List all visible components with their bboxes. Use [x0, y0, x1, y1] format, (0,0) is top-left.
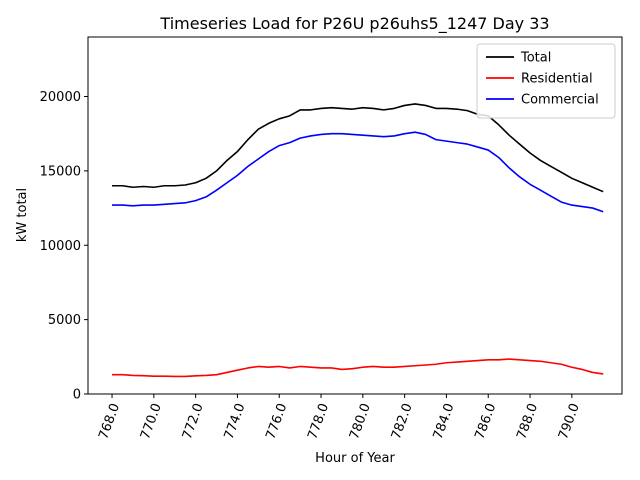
x-tick-label: 782.0 — [389, 401, 416, 441]
series-line-commercial — [112, 131, 604, 213]
y-axis-label: kW total — [15, 188, 30, 242]
x-tick-label: 790.0 — [556, 401, 583, 441]
y-tick-label: 15000 — [40, 164, 81, 179]
y-tick-label: 20000 — [40, 90, 81, 105]
x-tick-label: 774.0 — [222, 401, 249, 441]
legend-label-residential: Residential — [521, 72, 593, 87]
x-tick-label: 780.0 — [347, 401, 374, 441]
x-tick-label: 772.0 — [180, 401, 207, 441]
y-tick-label: 10000 — [40, 239, 81, 254]
series-line-residential — [112, 358, 604, 378]
legend: Total Residential Commercial — [476, 43, 616, 119]
plot-area — [87, 36, 623, 395]
x-tick-label: 786.0 — [472, 401, 499, 441]
y-axis: 0 5000 10000 15000 20000 — [40, 90, 88, 403]
x-tick-label: 784.0 — [431, 401, 458, 441]
x-tick-label: 788.0 — [514, 401, 541, 441]
x-tick-label: 770.0 — [138, 401, 165, 441]
legend-label-total: Total — [520, 51, 551, 66]
x-axis: 768.0 770.0 772.0 774.0 776.0 778.0 780.0 782.0… — [96, 394, 583, 442]
x-tick-label: 776.0 — [263, 401, 290, 441]
x-tick-label: 768.0 — [96, 401, 123, 441]
series-line-total — [112, 103, 604, 193]
y-tick-label: 5000 — [48, 313, 81, 328]
x-tick-label: 778.0 — [305, 401, 332, 441]
series-group — [112, 103, 604, 378]
plot-frame — [87, 36, 623, 395]
y-tick-label: 0 — [73, 388, 81, 403]
x-axis-label: Hour of Year — [315, 451, 395, 466]
legend-label-commercial: Commercial — [521, 93, 599, 108]
chart-title: Timeseries Load for P26U p26uhs5_1247 Da… — [159, 14, 549, 34]
